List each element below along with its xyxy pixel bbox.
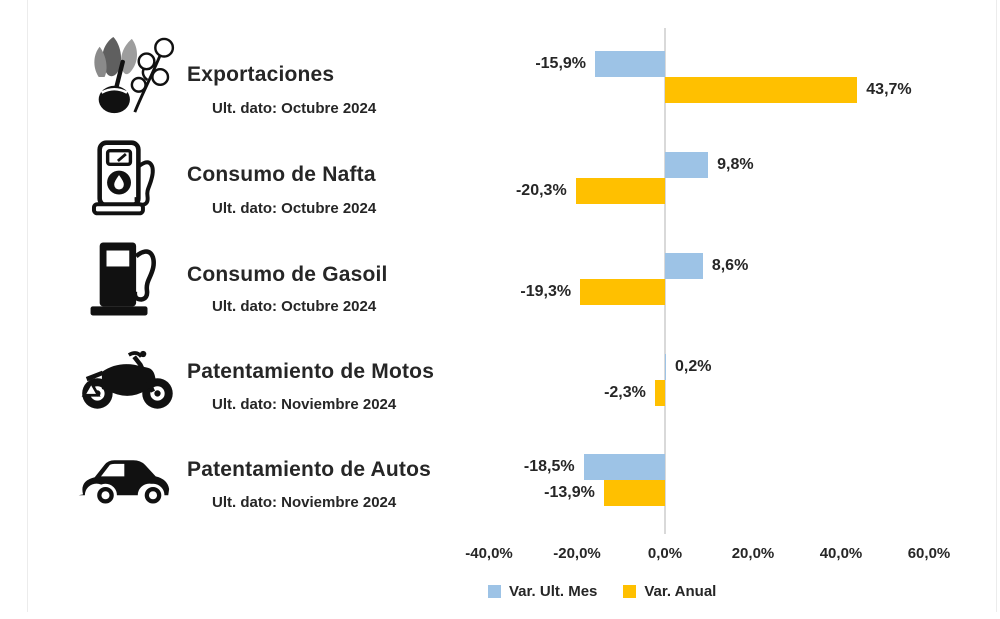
car-icon: [75, 439, 179, 521]
indicator-subtitle: Ult. dato: Octubre 2024: [212, 200, 377, 217]
bar-var-ult-mes: [583, 454, 665, 480]
indicator-subtitle: Ult. dato: Noviembre 2024: [212, 494, 397, 511]
legend-item: Var. Ult. Mes: [488, 583, 597, 600]
indicator-subtitle: Ult. dato: Octubre 2024: [212, 298, 377, 315]
agro-export-icon: [75, 36, 179, 118]
x-axis-tick-label: 40,0%: [819, 545, 863, 562]
indicator-title: Patentamiento de Autos: [187, 458, 431, 481]
indicator-title: Exportaciones: [187, 63, 335, 86]
bar-var-ult-mes: [665, 354, 666, 380]
x-axis-tick-label: 20,0%: [731, 545, 775, 562]
x-axis-tick-label: 60,0%: [907, 545, 951, 562]
bar-var-anual: [665, 77, 858, 103]
bar-var-anual: [575, 178, 665, 204]
legend-swatch-var-anual: [623, 585, 637, 598]
bar-var-anual: [654, 380, 665, 406]
legend-label: Var. Ult. Mes: [509, 583, 598, 600]
bar-value-label: 43,7%: [866, 81, 912, 98]
bar-var-ult-mes: [665, 253, 703, 279]
legend-label: Var. Anual: [644, 583, 717, 600]
x-axis-tick-label: -40,0%: [465, 545, 513, 562]
bar-var-anual: [580, 279, 665, 305]
bar-value-label: 8,6%: [711, 257, 749, 274]
motorcycle-icon: [75, 339, 179, 421]
fuel-pump-outline-icon: [75, 137, 179, 219]
x-axis-tick-label: -20,0%: [553, 545, 601, 562]
indicator-subtitle: Ult. dato: Octubre 2024: [212, 100, 377, 117]
bar-var-ult-mes: [595, 51, 665, 77]
bar-value-label: -2,3%: [604, 384, 646, 401]
bar-value-label: -18,5%: [523, 458, 575, 475]
x-axis-tick-label: 0,0%: [647, 545, 683, 562]
indicator-title: Consumo de Gasoil: [187, 263, 388, 286]
legend-item: Var. Anual: [623, 583, 716, 600]
bar-value-label: -20,3%: [515, 182, 567, 199]
bar-value-label: -19,3%: [520, 283, 572, 300]
indicator-title: Patentamiento de Motos: [187, 360, 435, 383]
bar-var-ult-mes: [665, 152, 709, 178]
bar-value-label: 9,8%: [717, 156, 754, 173]
legend: Var. Ult. Mes Var. Anual: [488, 583, 716, 600]
fuel-pump-solid-icon: [75, 238, 179, 320]
zero-axis-bottom-tick: [664, 528, 666, 534]
legend-swatch-var-ult-mes: [488, 585, 501, 598]
indicator-subtitle: Ult. dato: Noviembre 2024: [212, 396, 397, 413]
indicator-title: Consumo de Nafta: [187, 163, 376, 186]
bar-value-label: -15,9%: [535, 55, 587, 72]
bar-var-anual: [603, 480, 665, 506]
bar-value-label: -13,9%: [544, 484, 595, 501]
bar-value-label: 0,2%: [675, 358, 712, 375]
